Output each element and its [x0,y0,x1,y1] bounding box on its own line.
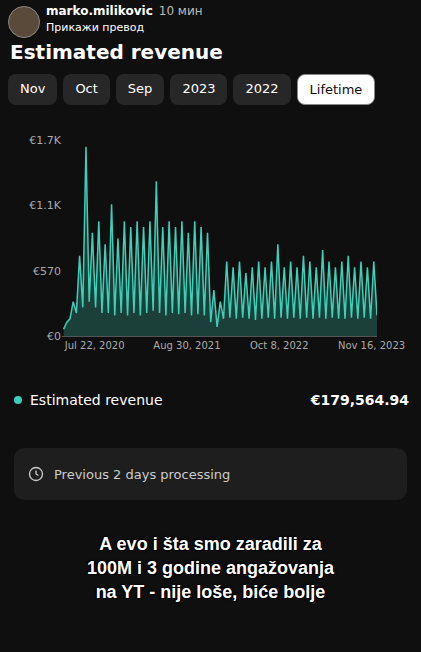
svg-text:Jul 22, 2020: Jul 22, 2020 [64,340,125,351]
html-text:A evo i šta smo zaradili za: A evo i šta smo zaradili za [99,534,322,554]
html-text:€179,564.94: €179,564.94 [310,392,409,408]
html-text:Estimated revenue: Estimated revenue [30,392,163,408]
html-text:2023: 2023 [182,81,216,96]
svg-text:Nov 16, 2023: Nov 16, 2023 [338,340,405,351]
html-text:Oct: Oct [75,81,98,96]
html-text:2022: 2022 [245,81,279,96]
html-text:Nov: Nov [20,81,46,96]
html-text:Previous 2 days processing: Previous 2 days processing [54,466,231,482]
html-text:Estimated revenue: Estimated revenue [10,40,223,64]
html-text:100M i 3 godine angažovanja: 100M i 3 godine angažovanja [87,558,334,578]
svg-text:€1.1K: €1.1K [29,199,61,212]
html-text:Прикажи превод: Прикажи превод [46,21,145,34]
svg-text:Aug 30, 2021: Aug 30, 2021 [153,340,220,351]
html-text:na YT - nije loše, biće bolje: na YT - nije loše, biće bolje [95,582,326,602]
html-text:marko.milikovic: marko.milikovic [46,4,153,18]
svg-text:€570: €570 [33,265,61,278]
svg-text:Oct 8, 2022: Oct 8, 2022 [250,340,309,351]
html-text:10 мин: 10 мин [158,4,203,18]
svg-text:€0: €0 [47,330,61,343]
svg-text:€1.7K: €1.7K [29,134,61,147]
html-text:Sep: Sep [127,81,153,96]
html-text:Lifetime: Lifetime [309,82,363,97]
